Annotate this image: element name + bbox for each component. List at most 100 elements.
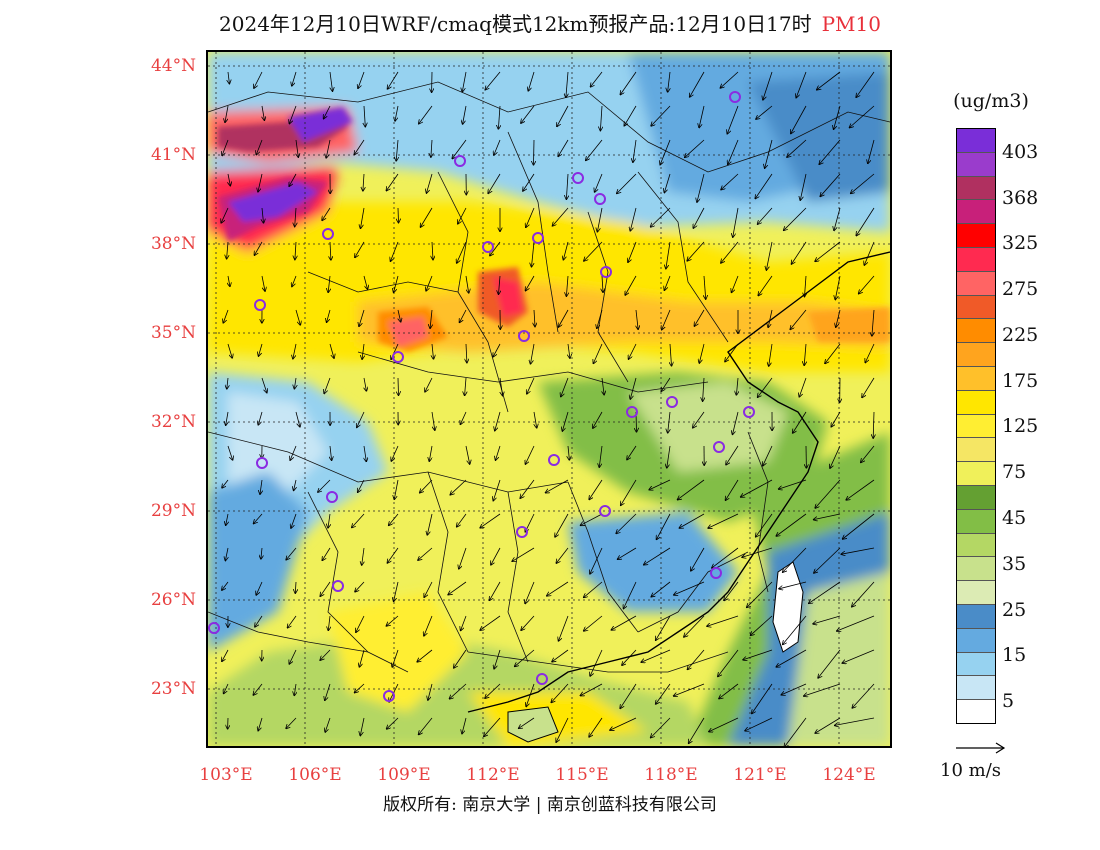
wind-vector: [593, 411, 603, 428]
wind-vector: [651, 581, 671, 597]
wind-vector: [432, 343, 434, 359]
wind-vector: [322, 547, 331, 560]
wind-vector: [261, 377, 267, 393]
wind-vector: [651, 717, 671, 738]
wind-vector: [865, 343, 875, 363]
wind-vector: [661, 377, 671, 391]
wind-vector: [584, 615, 603, 631]
city-marker: [599, 505, 611, 517]
wind-vector: [719, 683, 739, 699]
legend-level: 15: [1002, 644, 1027, 666]
map-title: 2024年12月10日WRF/cmaq模式12km预报产品:12月10日17时 P…: [0, 8, 1100, 37]
wind-vector: [799, 377, 807, 397]
wind-vector: [644, 547, 671, 565]
wind-vector: [320, 581, 331, 596]
wind-vector: [581, 513, 603, 525]
wind-vector: [697, 173, 705, 202]
wind-vector: [484, 717, 501, 736]
wind-vector: [724, 581, 739, 600]
wind-vector: [553, 207, 569, 226]
color-bar-swatch: [957, 152, 995, 177]
wind-vector: [363, 173, 364, 191]
wind-vector: [462, 717, 467, 734]
wind-vector: [856, 71, 875, 97]
lat-label: 26°N: [150, 590, 196, 610]
wind-vector: [398, 377, 399, 395]
lat-label: 44°N: [150, 56, 196, 76]
wind-vector: [856, 207, 875, 236]
wind-vector: [534, 309, 535, 327]
wind-vector: [783, 547, 807, 572]
wind-vector: [779, 581, 807, 589]
wind-vector: [427, 513, 433, 535]
wind-vector: [758, 207, 773, 224]
wind-vector: [693, 207, 705, 228]
wind-vector: [691, 547, 705, 571]
wind-vector: [425, 377, 433, 392]
wind-vector: [261, 275, 265, 291]
wind-vector: [448, 581, 467, 595]
wind-vector: [580, 683, 603, 696]
wind-vector: [328, 513, 330, 528]
wind-vector: [556, 717, 569, 742]
wind-vector: [418, 547, 433, 560]
wind-vector: [421, 207, 433, 227]
wind-vector: [756, 105, 773, 119]
city-marker: [392, 351, 404, 363]
wind-vector: [815, 241, 841, 261]
city-markers: [208, 91, 755, 702]
wind-vector: [790, 309, 807, 329]
wind-vector: [589, 717, 603, 737]
graticule: [208, 52, 890, 746]
wind-vector: [558, 139, 569, 156]
color-bar-swatch: [957, 462, 995, 486]
wind-vector: [636, 309, 638, 329]
wind-vector: [628, 241, 637, 262]
city-marker: [208, 622, 220, 634]
wind-vector: [728, 139, 739, 164]
wind-vector: [396, 139, 398, 161]
reference-vector-arrow: [956, 742, 1006, 754]
wind-vector: [485, 71, 501, 90]
color-bar-swatch: [957, 557, 995, 582]
wind-vector: [668, 71, 670, 92]
wind-vector: [254, 71, 263, 88]
wind-vector: [289, 649, 297, 664]
wind-vector: [259, 343, 263, 356]
wind-vector: [781, 683, 807, 695]
wind-vector: [387, 717, 399, 729]
wind-vector: [814, 547, 841, 573]
wind-vector: [424, 615, 433, 636]
wind-vector: [528, 71, 535, 91]
wind-vector: [498, 105, 500, 129]
wind-vector: [327, 309, 331, 322]
color-bar-swatch: [957, 390, 995, 415]
wind-vector: [745, 717, 773, 731]
wind-vector: [420, 479, 433, 493]
wind-vector: [820, 173, 841, 196]
wind-vector: [861, 445, 875, 462]
wind-vector: [633, 139, 637, 162]
wind-vector: [387, 547, 399, 563]
wind-vector: [566, 71, 568, 97]
wind-vector: [223, 309, 229, 323]
wind-vector: [864, 241, 875, 265]
wind-vector: [620, 683, 637, 708]
wind-vector: [325, 717, 331, 732]
wind-vector: [818, 649, 841, 678]
wind-vector: [763, 445, 773, 466]
wind-vector: [457, 513, 467, 527]
wind-vector: [499, 377, 503, 396]
wind-vector: [485, 683, 501, 698]
wind-vector: [227, 445, 233, 460]
wind-vector: [496, 445, 501, 460]
wind-vector: [457, 241, 467, 263]
wind-vector: [295, 581, 296, 593]
wind-vector: [454, 649, 467, 668]
wind-vector: [590, 649, 603, 676]
wind-vector: [356, 615, 365, 632]
wind-vector: [752, 683, 773, 714]
wind-vector: [358, 71, 365, 88]
wind-vector: [593, 343, 603, 363]
wind-vector: [493, 479, 501, 501]
